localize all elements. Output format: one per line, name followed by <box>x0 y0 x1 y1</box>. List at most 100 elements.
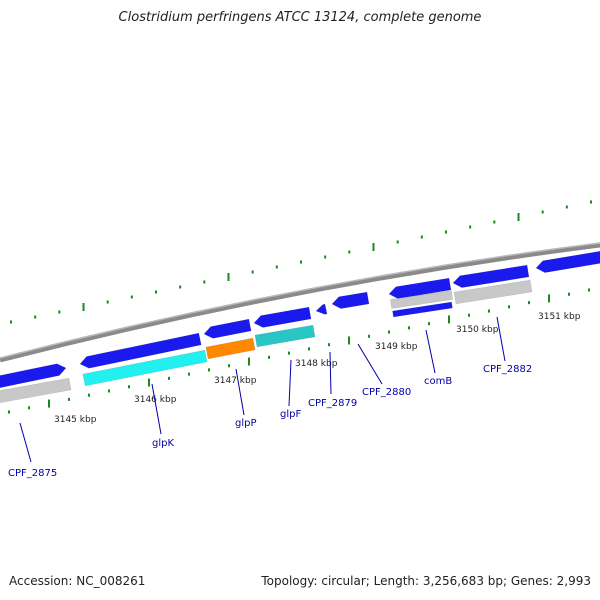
outer-major-tick <box>227 273 230 281</box>
outer-minor-tick <box>10 320 12 324</box>
accession-label: Accession: NC_008261 <box>9 574 146 588</box>
tick-label-3145: 3145 kbp <box>54 415 97 425</box>
gene-labels: CPF_2875 glpK glpP glpF CPF_2879 CPF_288… <box>8 364 532 479</box>
outer-minor-tick <box>420 235 423 239</box>
inner-minor-tick <box>528 301 530 305</box>
cds-arrow-cpf-2880 <box>331 291 370 309</box>
teal-bar-glpf <box>254 324 316 348</box>
inner-minor-tick <box>588 288 590 292</box>
cds-arrow-glpp <box>203 318 252 339</box>
leader-glpk <box>151 383 162 435</box>
blue-bar-comb <box>392 301 453 318</box>
cds-arrow-glpk <box>79 332 202 369</box>
outer-minor-tick <box>590 200 592 204</box>
outer-minor-tick <box>155 290 157 294</box>
leader-cpf-2875 <box>19 422 32 463</box>
outer-major-tick <box>372 243 375 251</box>
tick-label-3147: 3147 kbp <box>214 376 257 386</box>
inner-minor-tick <box>88 393 90 397</box>
gene-label-cpf-2880[interactable]: CPF_2880 <box>362 387 411 398</box>
gray-bar-comb <box>390 290 453 309</box>
inner-minor-tick <box>308 347 310 351</box>
outer-minor-tick <box>106 300 109 304</box>
cds-arrow-comb <box>388 277 452 299</box>
cyan-bar-glpk <box>82 349 208 387</box>
inner-minor-tick <box>488 309 490 313</box>
outer-minor-tick <box>469 225 472 229</box>
outer-minor-tick <box>541 210 544 214</box>
orange-bar-glpp <box>205 337 256 360</box>
inner-major-tick <box>448 315 450 324</box>
outer-minor-tick <box>203 280 206 284</box>
outer-minor-tick <box>493 220 496 224</box>
cds-arrow <box>535 250 600 273</box>
outer-minor-tick <box>130 295 133 299</box>
inner-minor-tick <box>268 355 270 359</box>
gray-bar-cpf-2875 <box>0 377 72 403</box>
cds-arrow-cpf-2882 <box>452 264 530 288</box>
cds-arrow-cpf-2879 <box>315 303 328 315</box>
leader-cpf-2882 <box>496 316 506 362</box>
inner-minor-tick <box>8 410 10 414</box>
gene-label-leaders <box>19 316 506 463</box>
cds-arrow <box>0 363 67 388</box>
leader-cpf-2880 <box>357 343 383 385</box>
inner-minor-tick <box>568 292 570 296</box>
genome-backbone-highlight <box>0 242 600 359</box>
outer-minor-tick <box>396 240 399 244</box>
tick-label-3150: 3150 kbp <box>456 325 499 335</box>
inner-minor-tick <box>468 313 470 317</box>
genome-summary: Topology: circular; Length: 3,256,683 bp… <box>261 574 591 588</box>
gene-label-glpp[interactable]: glpP <box>235 418 257 429</box>
tick-label-3151: 3151 kbp <box>538 312 581 322</box>
inner-minor-tick <box>128 385 130 389</box>
feature-track <box>0 250 600 403</box>
leader-cpf-2879 <box>329 351 332 395</box>
inner-major-tick <box>148 378 150 387</box>
inner-minor-tick <box>388 330 390 334</box>
outer-major-tick <box>517 213 520 221</box>
outer-minor-tick <box>565 205 568 209</box>
gene-label-glpk[interactable]: glpK <box>152 438 174 449</box>
inner-minor-tick <box>508 305 510 309</box>
inner-minor-tick <box>168 376 170 380</box>
inner-tick-ring <box>8 288 590 414</box>
tick-label-3149: 3149 kbp <box>375 342 418 352</box>
inner-minor-tick <box>408 326 410 330</box>
inner-major-tick <box>48 399 50 408</box>
outer-minor-tick <box>251 270 254 274</box>
genome-backbone <box>0 242 600 363</box>
gene-label-comb[interactable]: comB <box>424 376 452 387</box>
outer-minor-tick <box>300 260 302 264</box>
inner-minor-tick <box>208 368 210 372</box>
outer-minor-tick <box>275 265 278 269</box>
gene-label-glpf[interactable]: glpF <box>280 409 301 420</box>
outer-major-tick <box>82 303 85 311</box>
outer-minor-tick <box>179 285 182 289</box>
inner-minor-tick <box>188 372 190 376</box>
inner-minor-tick <box>328 343 330 347</box>
outer-minor-tick <box>348 250 351 254</box>
gray-bar-cpf-2882 <box>453 279 533 305</box>
inner-major-tick <box>248 357 250 366</box>
outer-minor-tick <box>445 230 447 234</box>
map-title: Clostridium perfringens ATCC 13124, comp… <box>118 10 482 25</box>
gene-label-cpf-2875[interactable]: CPF_2875 <box>8 468 57 479</box>
inner-major-tick <box>548 294 550 303</box>
inner-minor-tick <box>28 406 30 410</box>
gene-label-cpf-2882[interactable]: CPF_2882 <box>483 364 532 375</box>
gene-label-cpf-2879[interactable]: CPF_2879 <box>308 398 357 409</box>
outer-tick-ring <box>10 200 592 324</box>
inner-minor-tick <box>428 322 430 326</box>
leader-glpf <box>288 359 292 407</box>
outer-minor-tick <box>58 310 61 314</box>
inner-minor-tick <box>68 397 70 401</box>
inner-minor-tick <box>228 364 230 368</box>
tick-label-3148: 3148 kbp <box>295 359 338 369</box>
leader-comb <box>425 329 436 374</box>
inner-minor-tick <box>108 389 110 393</box>
inner-minor-tick <box>288 351 290 355</box>
outer-minor-tick <box>34 315 37 319</box>
outer-minor-tick <box>324 255 327 259</box>
